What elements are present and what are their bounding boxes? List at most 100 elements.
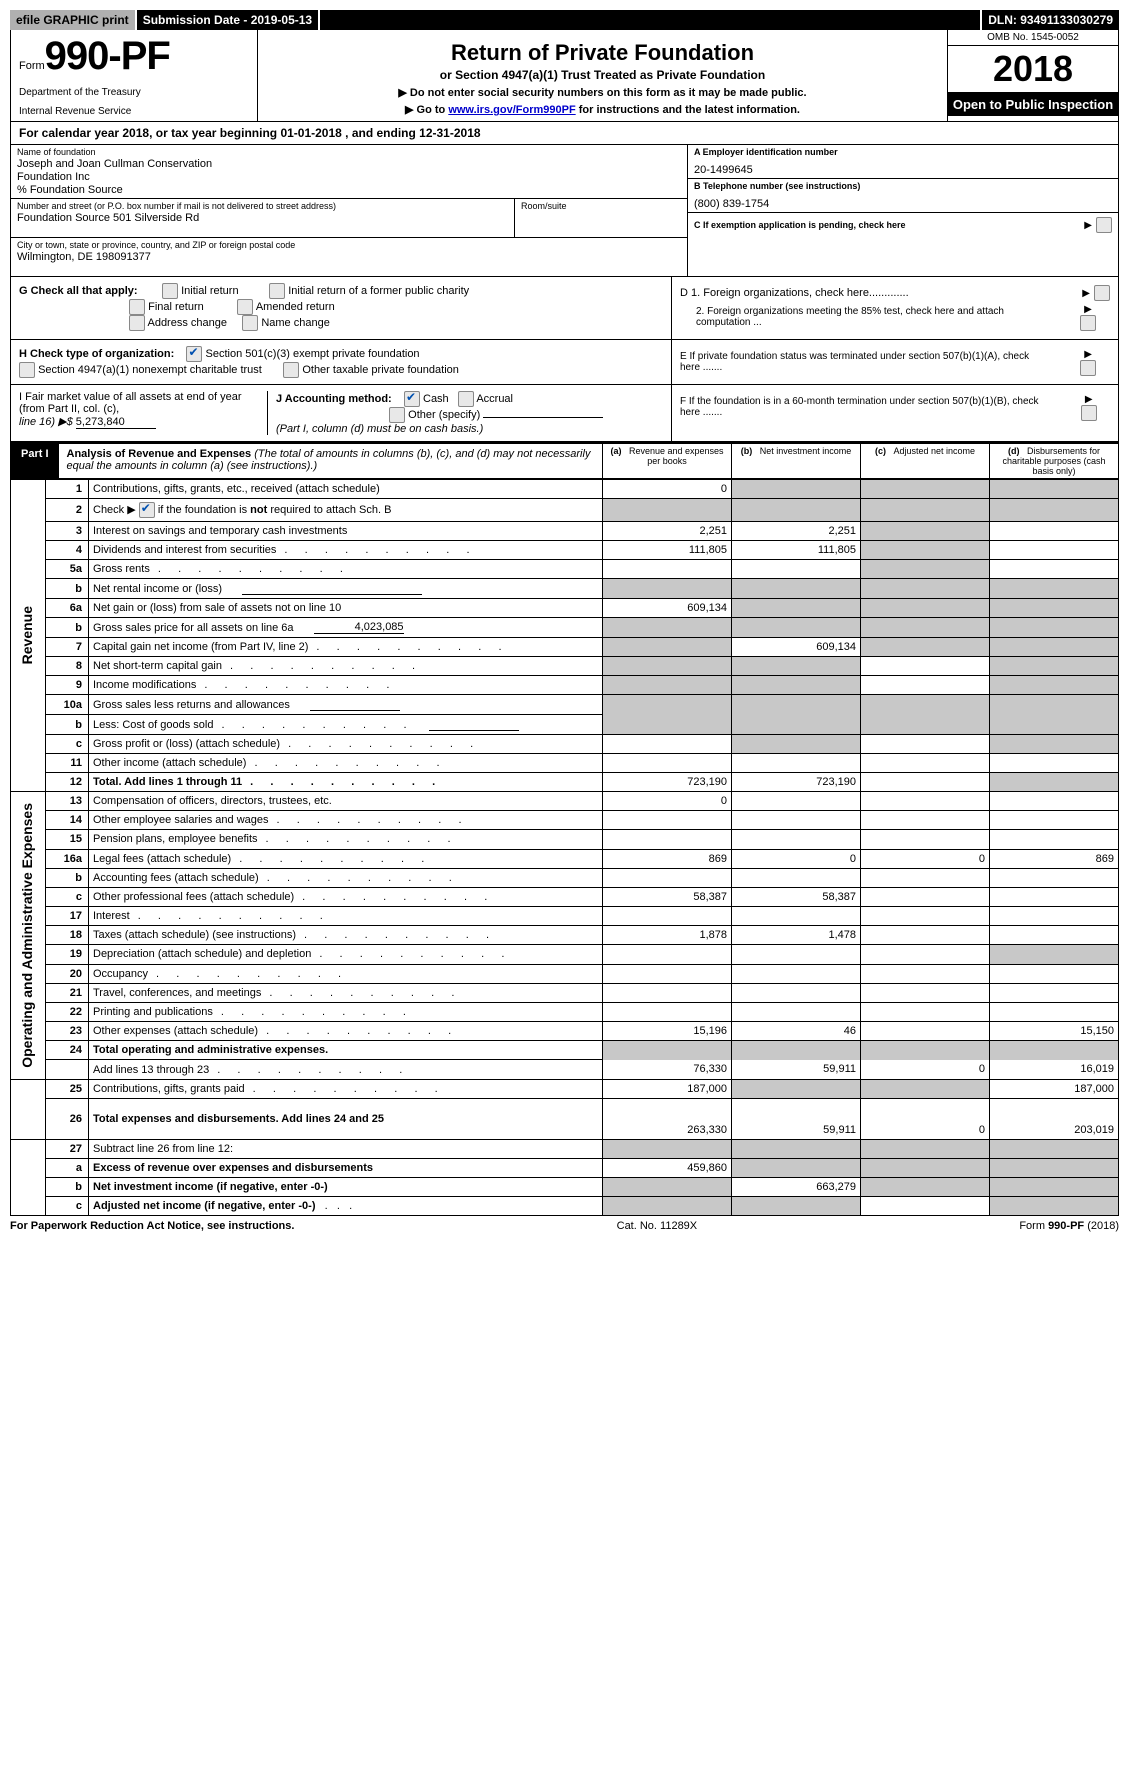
instructions-link[interactable]: www.irs.gov/Form990PF bbox=[448, 104, 575, 116]
expenses-side-label: Operating and Administrative Expenses bbox=[15, 795, 39, 1076]
line-14-desc: Other employee salaries and wages bbox=[89, 811, 603, 830]
line-10a-desc: Gross sales less returns and allowances bbox=[89, 695, 603, 715]
line-27c-desc: Adjusted net income (if negative, enter … bbox=[89, 1196, 603, 1215]
ein: 20-1499645 bbox=[694, 163, 1112, 176]
form-word: Form bbox=[19, 60, 45, 72]
accrual-checkbox[interactable] bbox=[458, 391, 474, 407]
page-footer: For Paperwork Reduction Act Notice, see … bbox=[10, 1220, 1119, 1232]
status-terminated-checkbox[interactable] bbox=[1080, 360, 1096, 376]
4947a1-checkbox[interactable] bbox=[19, 362, 35, 378]
part-1-header: Part I Analysis of Revenue and Expenses … bbox=[10, 442, 1119, 480]
line-15-desc: Pension plans, employee benefits bbox=[89, 830, 603, 849]
line-12-desc: Total. Add lines 1 through 11 bbox=[89, 773, 603, 792]
cat-no: Cat. No. 11289X bbox=[617, 1220, 698, 1232]
exemption-pending-label: C If exemption application is pending, c… bbox=[694, 220, 906, 230]
form-title: Return of Private Foundation bbox=[262, 40, 943, 66]
foreign-org-checkbox[interactable] bbox=[1094, 285, 1110, 301]
foundation-name-2: Foundation Inc bbox=[17, 170, 681, 183]
d1-label: D 1. Foreign organizations, check here..… bbox=[680, 287, 909, 299]
f-label: F If the foundation is in a 60-month ter… bbox=[680, 396, 1081, 418]
form-footer: Form 990-PF (2018) bbox=[1019, 1220, 1119, 1232]
col-b-header: (b) Net investment income bbox=[731, 444, 860, 478]
line-1-a: 0 bbox=[603, 480, 732, 499]
d2-label: 2. Foreign organizations meeting the 85%… bbox=[680, 306, 1080, 328]
line-3-desc: Interest on savings and temporary cash i… bbox=[89, 522, 603, 541]
name-change-checkbox[interactable] bbox=[242, 315, 258, 331]
initial-return-former-checkbox[interactable] bbox=[269, 283, 285, 299]
city-label: City or town, state or province, country… bbox=[17, 240, 681, 250]
j-note: (Part I, column (d) must be on cash basi… bbox=[276, 423, 483, 435]
address-change-checkbox[interactable] bbox=[129, 315, 145, 331]
exemption-pending-checkbox[interactable] bbox=[1096, 217, 1112, 233]
top-bar: efile GRAPHIC print Submission Date - 20… bbox=[10, 10, 1119, 30]
fmv-label-1: I Fair market value of all assets at end… bbox=[19, 391, 242, 415]
initial-return-checkbox[interactable] bbox=[162, 283, 178, 299]
part-label: Part I bbox=[11, 444, 59, 478]
part-1-table: Revenue 1Contributions, gifts, grants, e… bbox=[10, 480, 1119, 1216]
sch-b-checkbox[interactable] bbox=[139, 502, 155, 518]
foundation-name-1: Joseph and Joan Cullman Conservation bbox=[17, 157, 681, 170]
name-label: Name of foundation bbox=[17, 147, 681, 157]
line-20-desc: Occupancy bbox=[89, 964, 603, 983]
g-label: G Check all that apply: bbox=[19, 285, 138, 297]
line-1-desc: Contributions, gifts, grants, etc., rece… bbox=[89, 480, 603, 499]
other-taxable-checkbox[interactable] bbox=[283, 362, 299, 378]
line-6b-desc: Gross sales price for all assets on line… bbox=[89, 618, 603, 638]
foreign-85-checkbox[interactable] bbox=[1080, 315, 1096, 331]
line-27a-desc: Excess of revenue over expenses and disb… bbox=[89, 1158, 603, 1177]
line-16c-desc: Other professional fees (attach schedule… bbox=[89, 887, 603, 906]
open-inspection: Open to Public Inspection bbox=[948, 93, 1118, 116]
line-4-desc: Dividends and interest from securities bbox=[89, 541, 603, 560]
line-2-desc: Check ▶ if the foundation is not require… bbox=[89, 499, 603, 522]
omb-number: OMB No. 1545-0052 bbox=[948, 30, 1118, 46]
section-g: G Check all that apply: Initial return I… bbox=[10, 277, 1119, 340]
line-9-desc: Income modifications bbox=[89, 676, 603, 695]
amended-return-checkbox[interactable] bbox=[237, 299, 253, 315]
instructions-link-line: ▶ Go to www.irs.gov/Form990PF for instru… bbox=[262, 103, 943, 116]
line-10b-desc: Less: Cost of goods sold bbox=[89, 715, 603, 735]
fmv-label-2: line 16) ▶$ bbox=[19, 416, 76, 428]
fmv-value: 5,273,840 bbox=[76, 416, 156, 429]
calendar-year-line: For calendar year 2018, or tax year begi… bbox=[10, 122, 1119, 145]
line-19-desc: Depreciation (attach schedule) and deple… bbox=[89, 945, 603, 964]
line-8-desc: Net short-term capital gain bbox=[89, 657, 603, 676]
dln: DLN: 93491133030279 bbox=[982, 10, 1119, 30]
col-a-header: (a) Revenue and expenses per books bbox=[602, 444, 731, 478]
other-method-checkbox[interactable] bbox=[389, 407, 405, 423]
entity-block: Name of foundation Joseph and Joan Cullm… bbox=[10, 145, 1119, 277]
col-d-header: (d) Disbursements for charitable purpose… bbox=[989, 444, 1118, 478]
col-c-header: (c) Adjusted net income bbox=[860, 444, 989, 478]
foundation-name-3: % Foundation Source bbox=[17, 183, 681, 196]
line-7-desc: Capital gain net income (from Part IV, l… bbox=[89, 638, 603, 657]
line-25-desc: Contributions, gifts, grants paid bbox=[89, 1079, 603, 1098]
address: Foundation Source 501 Silverside Rd bbox=[17, 211, 508, 224]
ein-label: A Employer identification number bbox=[694, 147, 1112, 157]
line-24b-desc: Add lines 13 through 23 bbox=[89, 1060, 603, 1079]
dept-treasury: Department of the Treasury bbox=[19, 87, 249, 98]
address-label: Number and street (or P.O. box number if… bbox=[17, 201, 508, 211]
final-return-checkbox[interactable] bbox=[129, 299, 145, 315]
part-title: Analysis of Revenue and Expenses bbox=[67, 448, 255, 460]
line-17-desc: Interest bbox=[89, 907, 603, 926]
line-27b-desc: Net investment income (if negative, ente… bbox=[89, 1177, 603, 1196]
cash-checkbox[interactable] bbox=[404, 391, 420, 407]
line-21-desc: Travel, conferences, and meetings bbox=[89, 983, 603, 1002]
line-5a-desc: Gross rents bbox=[89, 560, 603, 579]
phone: (800) 839-1754 bbox=[694, 197, 1112, 210]
line-13-desc: Compensation of officers, directors, tru… bbox=[89, 792, 603, 811]
501c3-checkbox[interactable] bbox=[186, 346, 202, 362]
e-label: E If private foundation status was termi… bbox=[680, 351, 1080, 373]
form-subtitle: or Section 4947(a)(1) Trust Treated as P… bbox=[262, 68, 943, 82]
60-month-checkbox[interactable] bbox=[1081, 405, 1097, 421]
j-label: J Accounting method: bbox=[276, 393, 392, 405]
line-6a-desc: Net gain or (loss) from sale of assets n… bbox=[89, 599, 603, 618]
h-label: H Check type of organization: bbox=[19, 348, 174, 360]
form-header: Form 990-PF Department of the Treasury I… bbox=[10, 30, 1119, 122]
irs: Internal Revenue Service bbox=[19, 106, 249, 117]
line-23-desc: Other expenses (attach schedule) bbox=[89, 1022, 603, 1041]
section-i-j: I Fair market value of all assets at end… bbox=[10, 385, 1119, 442]
phone-label: B Telephone number (see instructions) bbox=[694, 181, 1112, 191]
revenue-side-label: Revenue bbox=[15, 598, 39, 672]
line-16b-desc: Accounting fees (attach schedule) bbox=[89, 868, 603, 887]
ssn-warning: ▶ Do not enter social security numbers o… bbox=[262, 86, 943, 99]
